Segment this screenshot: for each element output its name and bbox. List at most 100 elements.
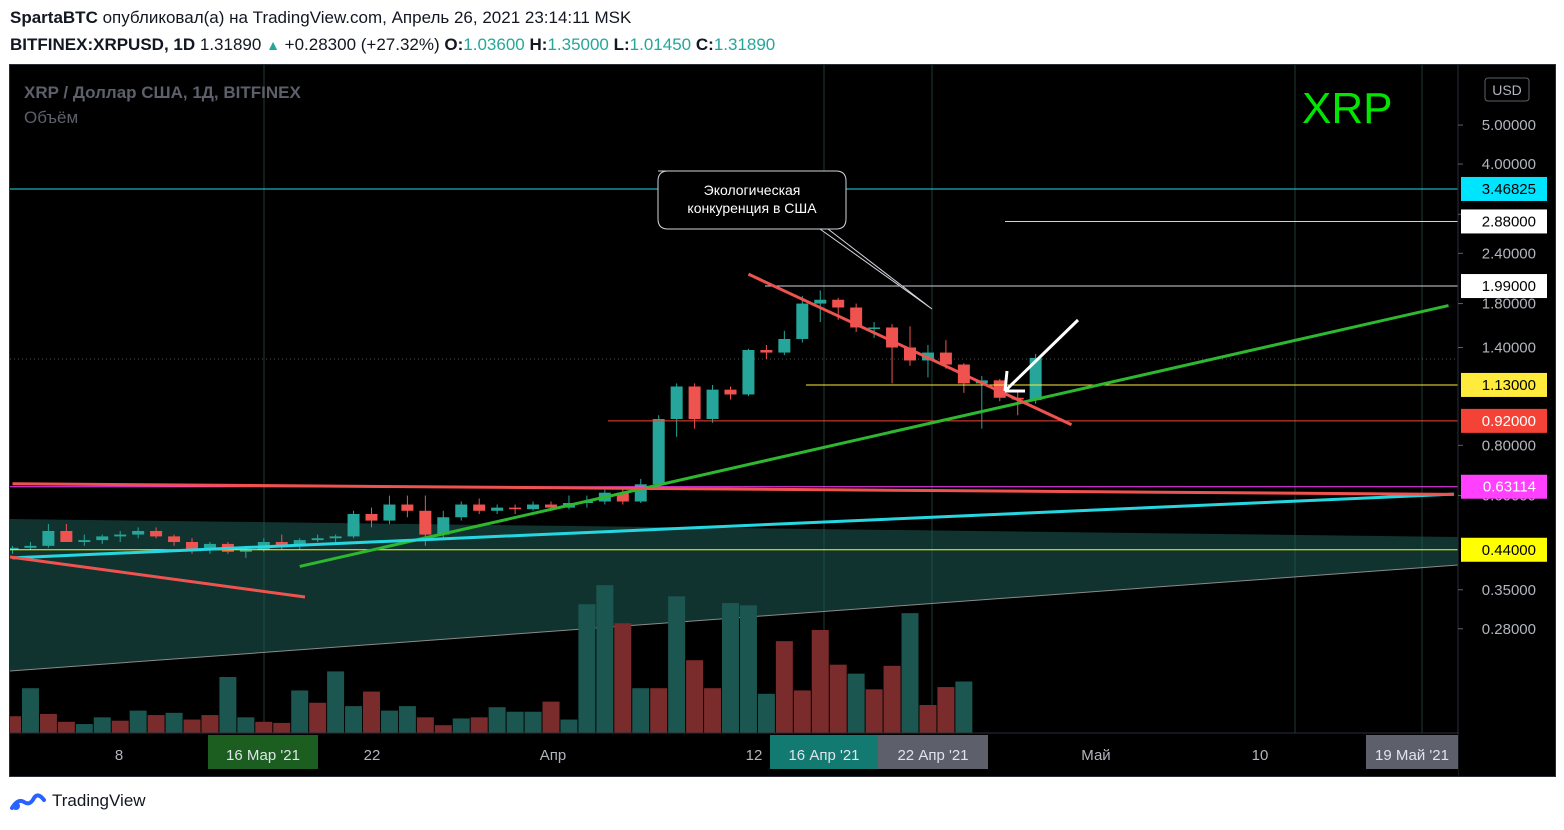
price-tick-label: 0.28000: [1482, 621, 1536, 638]
time-badge: [1366, 735, 1458, 769]
candle-body: [329, 536, 342, 539]
candle-body: [545, 504, 557, 508]
volume-bar: [704, 688, 722, 733]
candle-body: [311, 538, 324, 541]
price-label-text: 3.46825: [1482, 181, 1536, 198]
volume-bar: [937, 687, 955, 733]
volume-bar: [309, 702, 327, 733]
volume-bar: [793, 690, 811, 733]
candle-body: [1029, 357, 1042, 401]
currency-label: USD: [1492, 82, 1522, 98]
candle-body: [365, 513, 378, 521]
time-tick-label: 8: [115, 747, 123, 764]
volume-bar: [488, 707, 506, 733]
price-tick-label: 0.35000: [1482, 582, 1536, 599]
candle-body: [688, 386, 701, 419]
price-tick-label: 2.40000: [1482, 245, 1536, 262]
volume-bar: [542, 701, 560, 733]
candle-body: [832, 299, 845, 308]
volume-bar: [578, 604, 596, 733]
red-resistance-trendline: [747, 272, 1073, 427]
chart-panel[interactable]: Экологическая конкуренция в США XRP / До…: [4, 64, 1556, 777]
close-value: 1.31890: [713, 35, 776, 54]
price-tick-label: 0.80000: [1482, 437, 1536, 454]
candle-body: [670, 386, 683, 419]
candle-body: [509, 507, 522, 510]
currency-button[interactable]: USD: [1484, 77, 1530, 102]
symbol-label: BITFINEX:XRPUSD, 1D: [10, 35, 196, 54]
price-label-text: 0.92000: [1482, 413, 1536, 430]
candle-body: [706, 389, 719, 419]
price-label-badge: [1461, 408, 1547, 433]
volume-bar: [614, 623, 632, 733]
publish-text: опубликовал(а) на TradingView.com, Апрел…: [97, 8, 632, 27]
green-support-trendline: [299, 304, 1449, 568]
low-value: 1.01450: [629, 35, 692, 54]
time-badge-label: 16 Мар '21: [226, 747, 300, 764]
time-badge: [208, 735, 318, 769]
volume-bar: [955, 681, 973, 733]
volume-bar: [811, 629, 829, 733]
volume-bar: [452, 718, 470, 733]
price-chart[interactable]: Экологическая конкуренция в США XRP / До…: [4, 65, 1555, 776]
channel-fill: [10, 519, 1458, 671]
price-label-badge: [1461, 209, 1547, 234]
footer-brand[interactable]: TradingView: [52, 791, 146, 810]
high-label: H:: [529, 35, 548, 54]
volume-bar: [165, 712, 183, 733]
close-label: C:: [695, 35, 714, 54]
symbol-watermark: XRP: [1302, 84, 1392, 133]
candle-body: [239, 549, 252, 552]
price-up-icon: ▲: [266, 37, 280, 53]
price-label-text: 2.88000: [1482, 213, 1536, 230]
volume-bar: [219, 677, 237, 733]
candle-body: [383, 504, 396, 521]
time-badge: [770, 735, 878, 769]
candle-body: [293, 540, 306, 546]
volume-bar: [363, 691, 380, 733]
candle-body: [814, 299, 827, 304]
volume-bar: [722, 603, 739, 733]
price-tick-label: 5.00000: [1482, 117, 1536, 134]
price-label-badge: [1461, 372, 1547, 397]
volume-bar: [865, 689, 883, 733]
candle-body: [616, 492, 629, 502]
footer: TradingView: [10, 790, 146, 812]
candle-body: [939, 352, 952, 365]
arrow-annotation[interactable]: [1003, 318, 1080, 393]
volume-bar: [757, 693, 775, 733]
volume-bar: [739, 605, 757, 733]
candle-body: [437, 517, 450, 535]
volume-bar: [21, 688, 39, 733]
candle-body: [401, 504, 414, 511]
legend-volume: Объём: [24, 108, 78, 127]
time-badge-label: 16 Апр '21: [788, 747, 859, 764]
volume-bar: [416, 717, 434, 733]
candle-body: [42, 530, 55, 546]
price-tick-label: 4.00000: [1482, 156, 1536, 173]
volume-bar: [506, 711, 524, 733]
red-channel-trendline: [12, 482, 1454, 496]
volume-bar: [524, 711, 542, 733]
open-value: 1.03600: [463, 35, 525, 54]
price-tick-label: 1.40000: [1482, 340, 1536, 357]
price-label-badge: [1461, 176, 1547, 201]
volume-bar: [686, 660, 704, 733]
price-change: +0.28300 (+27.32%): [284, 35, 440, 54]
volume-bar: [183, 719, 201, 733]
annotation-callout[interactable]: Экологическая конкуренция в США: [657, 170, 933, 310]
candle-body: [114, 534, 127, 537]
candle-body: [78, 540, 91, 543]
candle-body: [275, 542, 288, 546]
volume-bar: [434, 725, 452, 733]
author-name[interactable]: SpartaBTC: [10, 8, 98, 27]
volume-bar: [380, 710, 398, 733]
tradingview-logo-icon: [10, 793, 46, 810]
price-label-badge: [1461, 274, 1547, 299]
candle-body: [186, 542, 198, 550]
volume-bar: [237, 717, 255, 733]
open-label: O:: [444, 35, 464, 54]
time-badge-label: 19 Май '21: [1375, 747, 1449, 764]
small-red-trendline: [9, 555, 306, 599]
time-tick-label: Апр: [540, 747, 566, 764]
